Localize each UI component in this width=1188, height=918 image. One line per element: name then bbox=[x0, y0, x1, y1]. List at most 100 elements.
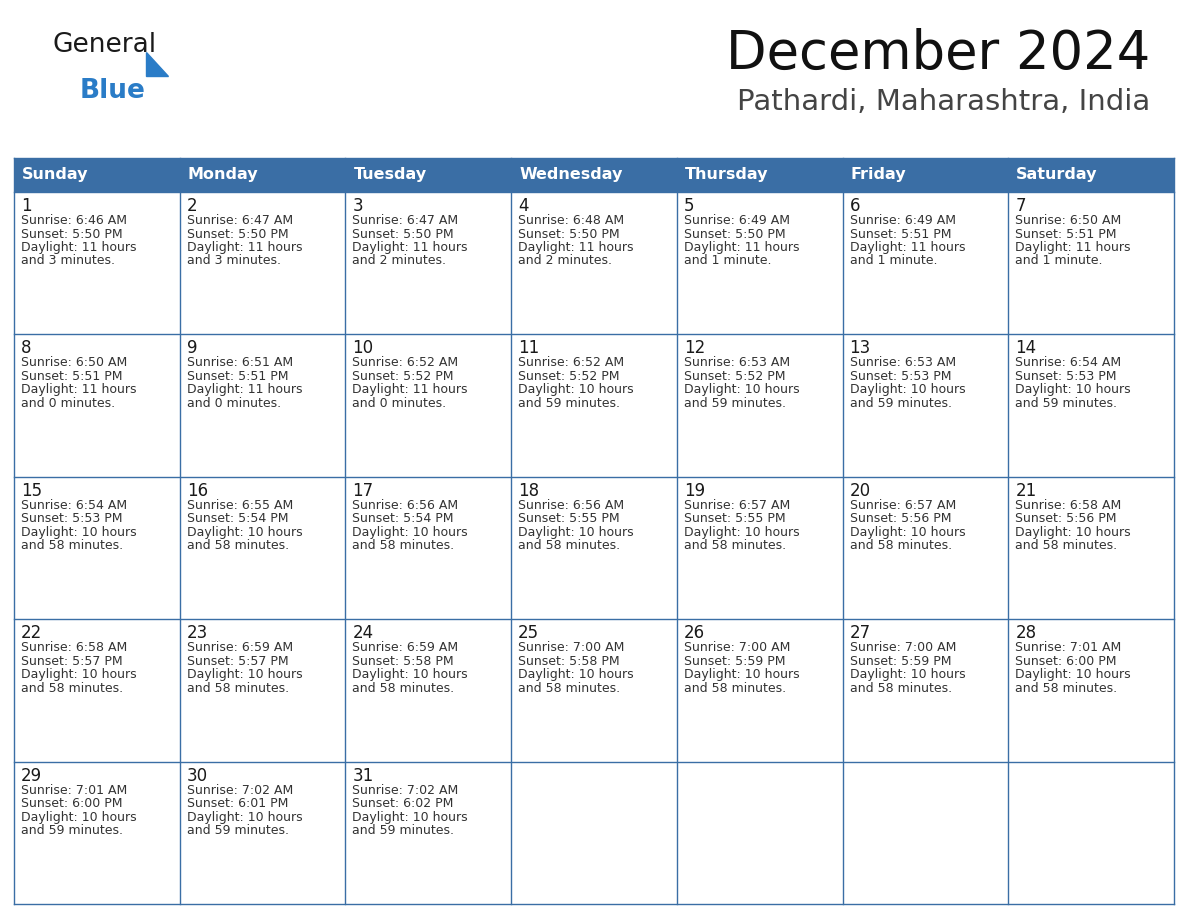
Text: 3: 3 bbox=[353, 197, 364, 215]
Bar bbox=[1009, 762, 1174, 904]
Text: 25: 25 bbox=[518, 624, 539, 643]
Text: Sunset: 5:58 PM: Sunset: 5:58 PM bbox=[518, 655, 620, 667]
Bar bbox=[842, 620, 1009, 762]
Text: Sunrise: 6:53 AM: Sunrise: 6:53 AM bbox=[849, 356, 955, 369]
Bar bbox=[842, 334, 1009, 476]
Bar bbox=[346, 762, 511, 904]
Text: 26: 26 bbox=[684, 624, 704, 643]
Text: Saturday: Saturday bbox=[1016, 167, 1098, 183]
Text: Sunset: 5:54 PM: Sunset: 5:54 PM bbox=[187, 512, 289, 525]
Bar bbox=[511, 192, 677, 334]
Text: Sunset: 5:51 PM: Sunset: 5:51 PM bbox=[849, 228, 952, 241]
Text: Daylight: 10 hours: Daylight: 10 hours bbox=[353, 668, 468, 681]
Text: and 2 minutes.: and 2 minutes. bbox=[518, 254, 612, 267]
Text: Sunrise: 6:53 AM: Sunrise: 6:53 AM bbox=[684, 356, 790, 369]
Text: Sunrise: 6:47 AM: Sunrise: 6:47 AM bbox=[187, 214, 292, 227]
Text: Daylight: 10 hours: Daylight: 10 hours bbox=[187, 811, 302, 823]
Text: Sunrise: 6:56 AM: Sunrise: 6:56 AM bbox=[518, 498, 624, 512]
Text: Sunset: 5:56 PM: Sunset: 5:56 PM bbox=[849, 512, 952, 525]
Bar bbox=[179, 762, 346, 904]
Text: and 58 minutes.: and 58 minutes. bbox=[187, 539, 289, 553]
Text: 28: 28 bbox=[1016, 624, 1036, 643]
Text: Sunset: 5:53 PM: Sunset: 5:53 PM bbox=[21, 512, 122, 525]
Text: Daylight: 10 hours: Daylight: 10 hours bbox=[21, 526, 137, 539]
Bar bbox=[14, 192, 179, 334]
Text: Sunset: 5:51 PM: Sunset: 5:51 PM bbox=[187, 370, 289, 383]
Text: Sunrise: 6:58 AM: Sunrise: 6:58 AM bbox=[1016, 498, 1121, 512]
Text: Sunday: Sunday bbox=[23, 167, 88, 183]
Bar bbox=[14, 334, 179, 476]
Text: Sunrise: 6:54 AM: Sunrise: 6:54 AM bbox=[1016, 356, 1121, 369]
Text: Sunrise: 7:02 AM: Sunrise: 7:02 AM bbox=[353, 784, 459, 797]
Bar bbox=[346, 620, 511, 762]
Text: and 59 minutes.: and 59 minutes. bbox=[187, 824, 289, 837]
Text: 7: 7 bbox=[1016, 197, 1025, 215]
Text: Daylight: 10 hours: Daylight: 10 hours bbox=[21, 668, 137, 681]
Bar bbox=[677, 762, 842, 904]
Text: Sunrise: 6:51 AM: Sunrise: 6:51 AM bbox=[187, 356, 292, 369]
Text: Sunset: 5:59 PM: Sunset: 5:59 PM bbox=[684, 655, 785, 667]
Text: Monday: Monday bbox=[188, 167, 258, 183]
Text: 1: 1 bbox=[21, 197, 32, 215]
Text: and 59 minutes.: and 59 minutes. bbox=[684, 397, 785, 410]
Text: Sunset: 5:50 PM: Sunset: 5:50 PM bbox=[353, 228, 454, 241]
Text: Daylight: 10 hours: Daylight: 10 hours bbox=[187, 526, 302, 539]
Bar bbox=[346, 334, 511, 476]
Bar bbox=[179, 476, 346, 620]
Text: 21: 21 bbox=[1016, 482, 1037, 499]
Text: Pathardi, Maharashtra, India: Pathardi, Maharashtra, India bbox=[737, 88, 1150, 116]
Text: 10: 10 bbox=[353, 340, 373, 357]
Text: Daylight: 10 hours: Daylight: 10 hours bbox=[518, 384, 633, 397]
Text: and 0 minutes.: and 0 minutes. bbox=[187, 397, 280, 410]
Text: and 58 minutes.: and 58 minutes. bbox=[684, 682, 786, 695]
Text: and 59 minutes.: and 59 minutes. bbox=[21, 824, 124, 837]
Text: 12: 12 bbox=[684, 340, 706, 357]
Text: and 58 minutes.: and 58 minutes. bbox=[1016, 539, 1118, 553]
Text: Sunrise: 6:49 AM: Sunrise: 6:49 AM bbox=[849, 214, 955, 227]
Text: Sunset: 6:01 PM: Sunset: 6:01 PM bbox=[187, 797, 287, 810]
Text: Daylight: 10 hours: Daylight: 10 hours bbox=[353, 526, 468, 539]
Text: Sunset: 5:52 PM: Sunset: 5:52 PM bbox=[518, 370, 620, 383]
Text: 2: 2 bbox=[187, 197, 197, 215]
Text: Sunset: 5:52 PM: Sunset: 5:52 PM bbox=[684, 370, 785, 383]
Text: Daylight: 10 hours: Daylight: 10 hours bbox=[518, 526, 633, 539]
Text: Sunrise: 6:56 AM: Sunrise: 6:56 AM bbox=[353, 498, 459, 512]
Text: Sunset: 5:50 PM: Sunset: 5:50 PM bbox=[518, 228, 620, 241]
Text: Sunset: 5:54 PM: Sunset: 5:54 PM bbox=[353, 512, 454, 525]
Text: 6: 6 bbox=[849, 197, 860, 215]
Text: Daylight: 10 hours: Daylight: 10 hours bbox=[21, 811, 137, 823]
Text: Daylight: 11 hours: Daylight: 11 hours bbox=[518, 241, 633, 254]
Text: Daylight: 10 hours: Daylight: 10 hours bbox=[849, 526, 965, 539]
Bar bbox=[511, 620, 677, 762]
Bar bbox=[842, 192, 1009, 334]
Bar bbox=[677, 620, 842, 762]
Text: Sunrise: 7:01 AM: Sunrise: 7:01 AM bbox=[21, 784, 127, 797]
Text: 23: 23 bbox=[187, 624, 208, 643]
Text: 27: 27 bbox=[849, 624, 871, 643]
Text: Sunrise: 6:48 AM: Sunrise: 6:48 AM bbox=[518, 214, 624, 227]
Bar bbox=[842, 158, 1009, 192]
Bar bbox=[677, 334, 842, 476]
Text: Daylight: 10 hours: Daylight: 10 hours bbox=[1016, 384, 1131, 397]
Bar bbox=[1009, 334, 1174, 476]
Text: and 1 minute.: and 1 minute. bbox=[1016, 254, 1102, 267]
Text: 22: 22 bbox=[21, 624, 43, 643]
Bar bbox=[511, 762, 677, 904]
Text: Daylight: 10 hours: Daylight: 10 hours bbox=[353, 811, 468, 823]
Bar bbox=[346, 158, 511, 192]
Text: Sunset: 6:00 PM: Sunset: 6:00 PM bbox=[21, 797, 122, 810]
Text: Sunset: 6:02 PM: Sunset: 6:02 PM bbox=[353, 797, 454, 810]
Text: Sunrise: 6:55 AM: Sunrise: 6:55 AM bbox=[187, 498, 293, 512]
Text: Daylight: 10 hours: Daylight: 10 hours bbox=[187, 668, 302, 681]
Text: Sunset: 5:57 PM: Sunset: 5:57 PM bbox=[21, 655, 122, 667]
Text: and 1 minute.: and 1 minute. bbox=[684, 254, 771, 267]
Text: and 59 minutes.: and 59 minutes. bbox=[518, 397, 620, 410]
Text: and 58 minutes.: and 58 minutes. bbox=[518, 682, 620, 695]
Bar bbox=[677, 158, 842, 192]
Text: Thursday: Thursday bbox=[684, 167, 769, 183]
Text: 19: 19 bbox=[684, 482, 704, 499]
Text: and 3 minutes.: and 3 minutes. bbox=[21, 254, 115, 267]
Bar bbox=[511, 476, 677, 620]
Text: Sunset: 5:58 PM: Sunset: 5:58 PM bbox=[353, 655, 454, 667]
Text: and 58 minutes.: and 58 minutes. bbox=[21, 682, 124, 695]
